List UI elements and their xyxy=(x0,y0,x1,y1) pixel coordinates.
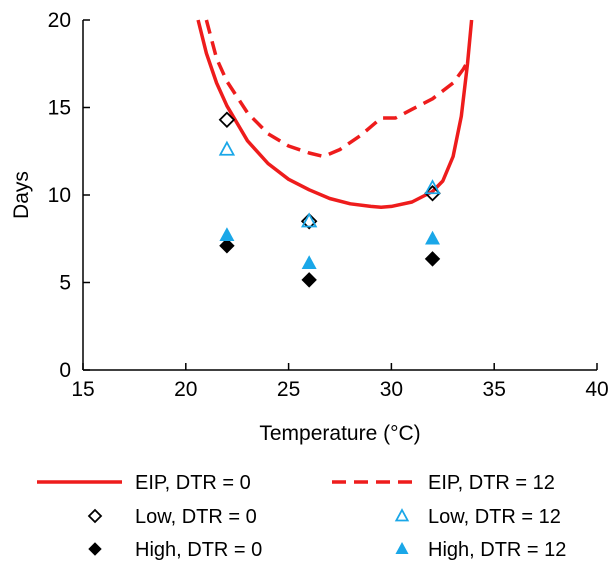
data-point xyxy=(424,179,441,195)
y-ticks: 0 5 10 15 20 xyxy=(48,9,90,382)
data-point xyxy=(424,251,441,267)
data-point xyxy=(301,272,317,288)
y-tick-label: 5 xyxy=(59,272,71,295)
data-point xyxy=(425,230,441,245)
data-point xyxy=(300,212,318,230)
legend-label: Low, DTR = 12 xyxy=(428,506,561,528)
x-tick-label: 35 xyxy=(483,378,506,401)
legend-label: High, DTR = 0 xyxy=(135,539,262,561)
data-point xyxy=(219,238,235,254)
y-tick-label: 0 xyxy=(59,359,71,382)
data-point xyxy=(218,140,236,156)
y-axis-title: Days xyxy=(10,171,33,219)
legend-swatch xyxy=(87,508,103,524)
series-line xyxy=(196,19,474,210)
data-point xyxy=(300,212,318,228)
legend-label: High, DTR = 12 xyxy=(428,539,566,561)
legend-swatch xyxy=(395,541,409,554)
data-point xyxy=(219,227,235,241)
y-tick-label: 15 xyxy=(48,97,71,120)
axes: 15 20 25 30 35 40 0 5 10 15 20 xyxy=(48,9,609,401)
legend-label: Low, DTR = 0 xyxy=(135,506,257,528)
legend-label: EIP, DTR = 12 xyxy=(428,472,555,494)
y-tick-label: 10 xyxy=(48,184,71,207)
x-tick-label: 15 xyxy=(71,378,94,401)
x-tick-label: 30 xyxy=(380,378,403,401)
y-tick-label: 20 xyxy=(48,9,71,32)
x-axis-title: Temperature (°C) xyxy=(259,422,420,445)
plot-area xyxy=(196,19,474,288)
legend: EIP, DTR = 0 EIP, DTR = 12 Low, DTR = 0 Low… xyxy=(37,472,566,561)
x-tick-label: 40 xyxy=(585,378,608,401)
data-point xyxy=(301,255,317,269)
legend-swatch xyxy=(88,542,102,556)
legend-label: EIP, DTR = 0 xyxy=(135,472,251,494)
series-line xyxy=(204,19,472,159)
x-ticks: 15 20 25 30 35 40 xyxy=(71,363,609,401)
x-tick-label: 25 xyxy=(277,378,300,401)
legend-swatch xyxy=(394,508,410,522)
x-tick-label: 20 xyxy=(174,378,197,401)
data-point xyxy=(218,111,236,129)
